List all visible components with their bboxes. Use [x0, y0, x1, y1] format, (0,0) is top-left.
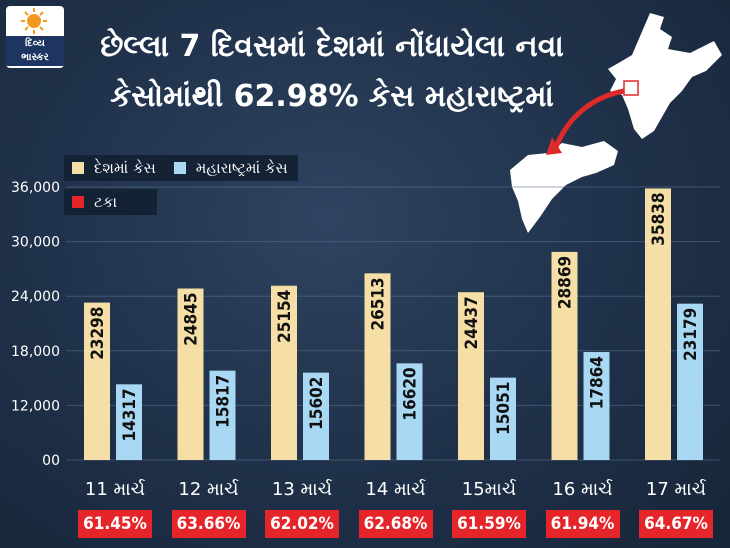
- legend-label-maharashtra: મહારાષ્ટ્રમાં કેસ: [195, 159, 288, 177]
- arrow-icon: [553, 88, 625, 148]
- value-label-maharashtra: 15051: [494, 382, 514, 435]
- legend-row-1: દેશમાં કેસ મહારાષ્ટ્રમાં કેસ: [64, 155, 298, 181]
- x-tick-label: 12 માર્ચ: [178, 479, 238, 500]
- percent-row: 61.45% 63.66% 62.02% 62.68% 61.59% 61.94% 64.6…: [0, 510, 730, 538]
- value-label-maharashtra: 16620: [401, 367, 421, 420]
- y-tick-label: 12,000: [11, 398, 60, 414]
- legend-swatch-percent: [72, 196, 84, 208]
- bar-maharashtra: [677, 303, 703, 460]
- sun-icon: [21, 8, 47, 34]
- bar-maharashtra: [396, 363, 423, 460]
- maharashtra-highlight-box: [623, 80, 639, 96]
- bar-country: [458, 292, 484, 460]
- bar-maharashtra: [116, 384, 142, 460]
- y-tick-label: 36,000: [11, 180, 60, 196]
- value-label-maharashtra: 14317: [120, 388, 140, 441]
- value-label-maharashtra: 23179: [681, 308, 701, 361]
- percent-badge: 61.45%: [78, 510, 152, 538]
- legend-label-percent: ટકા: [94, 193, 117, 211]
- x-tick-label: 15માર્ચ: [462, 479, 516, 500]
- india-map-icon: [608, 13, 722, 139]
- percent-badge: 64.67%: [639, 510, 713, 538]
- value-label-maharashtra: 17864: [588, 356, 608, 409]
- bar-maharashtra: [303, 372, 329, 460]
- value-label-maharashtra: 15817: [214, 375, 234, 428]
- bar-maharashtra: [209, 370, 236, 460]
- legend-percent: ટકા: [64, 189, 157, 215]
- value-label-country: 26513: [369, 277, 389, 330]
- legend-maharashtra: મહારાષ્ટ્રમાં કેસ: [165, 155, 298, 181]
- bar-maharashtra: [490, 377, 516, 460]
- value-label-country: 23298: [88, 307, 108, 360]
- bar-country: [271, 285, 297, 460]
- x-tick-label: 16 માર્ચ: [552, 479, 612, 500]
- bar-country: [551, 251, 578, 460]
- bar-country: [645, 188, 671, 461]
- y-tick-label: 00: [42, 453, 60, 469]
- percent-badge: 62.68%: [358, 510, 433, 538]
- legend-swatch-maharashtra: [173, 162, 186, 174]
- percent-badge: 61.94%: [545, 510, 620, 538]
- y-tick-label: 18,000: [11, 344, 60, 360]
- x-tick-label: 11 માર્ચ: [85, 479, 145, 500]
- percent-badge: 62.02%: [265, 510, 339, 538]
- title-line1: છેલ્લા 7 દિવસમાં દેશમાં નોંધાયેલા નવા: [100, 29, 564, 64]
- logo-text-line2: ભાસ્કર: [21, 52, 49, 63]
- value-label-country: 24845: [182, 293, 202, 346]
- value-label-country: 24437: [462, 296, 482, 349]
- x-tick-label: 14 માર્ચ: [365, 479, 425, 500]
- legend-swatch-country: [72, 162, 84, 174]
- page-title: છેલ્લા 7 દિવસમાં દેશમાં નોંધાયેલા નવા કે…: [72, 22, 592, 122]
- y-tick-label: 30,000: [11, 235, 60, 251]
- value-label-maharashtra: 15602: [307, 377, 327, 430]
- y-tick-label: 24,000: [11, 289, 60, 305]
- x-tick-label: 17 માર્ચ: [646, 479, 706, 500]
- percent-badge: 61.59%: [452, 510, 526, 538]
- bar-country: [177, 288, 204, 460]
- bar-maharashtra: [583, 352, 610, 460]
- x-tick-label: 13 માર્ચ: [272, 479, 332, 500]
- percent-badge: 63.66%: [171, 510, 246, 538]
- legend-row-2: ટકા: [64, 189, 157, 215]
- value-label-country: 28869: [556, 256, 576, 309]
- bar-country: [84, 302, 110, 460]
- legend-label-country: દેશમાં કેસ: [94, 159, 156, 177]
- legend-country: દેશમાં કેસ: [64, 155, 166, 181]
- divya-bhaskar-logo: દિવ્ય ભાસ્કર: [6, 6, 64, 68]
- bar-country: [364, 273, 391, 460]
- logo-text-line1: દિવ્ય: [25, 38, 45, 49]
- value-label-country: 35838: [649, 192, 669, 245]
- value-label-country: 25154: [275, 290, 295, 343]
- title-line2: કેસોમાંથી 62.98% કેસ મહારાષ્ટ્રમાં: [110, 79, 554, 114]
